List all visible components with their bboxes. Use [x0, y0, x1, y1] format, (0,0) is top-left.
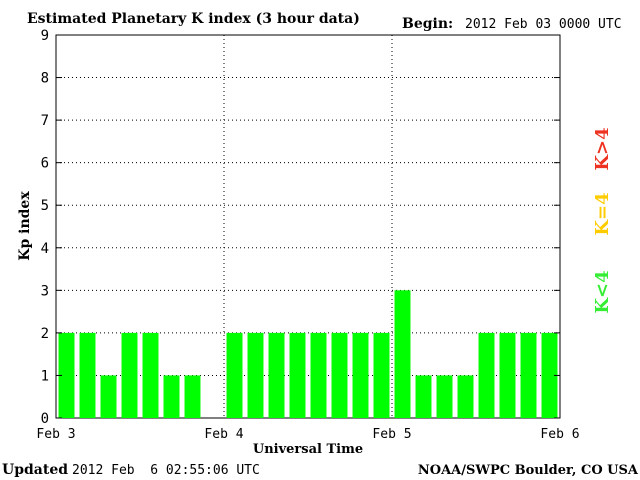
- legend-k-below-4: K<4: [592, 270, 613, 313]
- kp-bar: [184, 375, 201, 418]
- y-tick-label: 4: [41, 241, 49, 257]
- x-axis-label: Universal Time: [253, 442, 363, 457]
- x-tick-label: Feb 5: [372, 427, 411, 442]
- kp-bar: [499, 332, 516, 418]
- kp-bar: [289, 332, 306, 418]
- y-tick-label: 9: [41, 28, 49, 44]
- y-ticks: 0 1 2 3 4 5 6 7 8 9: [41, 28, 560, 427]
- x-ticks: Feb 3 Feb 4 Feb 5 Feb 6: [36, 427, 579, 442]
- updated-label: Updated: [2, 462, 68, 478]
- kp-bar: [541, 332, 558, 418]
- kp-bar: [331, 332, 348, 418]
- grid-lines: [56, 35, 560, 418]
- x-tick-label: Feb 6: [540, 427, 579, 442]
- kp-bar: [247, 332, 264, 418]
- kp-bar: [415, 375, 432, 418]
- y-tick-label: 8: [41, 71, 49, 87]
- kp-bar: [310, 332, 327, 418]
- begin-label: Begin:: [402, 16, 453, 32]
- kp-bar: [142, 332, 159, 418]
- y-tick-label: 3: [41, 283, 49, 299]
- kp-bar: [352, 332, 369, 418]
- kp-bar: [100, 375, 117, 418]
- kp-bar: [121, 332, 138, 418]
- kp-bar: [268, 332, 285, 418]
- kp-bar: [79, 332, 96, 418]
- begin-value: 2012 Feb 03 0000 UTC: [465, 17, 622, 32]
- updated-value: 2012 Feb 6 02:55:06 UTC: [72, 463, 260, 478]
- y-tick-label: 0: [41, 411, 49, 427]
- bars-group: [58, 290, 558, 418]
- y-axis-label: Kp index: [17, 191, 33, 261]
- kp-bar: [478, 332, 495, 418]
- y-tick-label: 6: [41, 156, 49, 172]
- kp-bar: [226, 332, 243, 418]
- chart-title: Estimated Planetary K index (3 hour data…: [27, 11, 360, 27]
- kp-bar: [520, 332, 537, 418]
- x-tick-label: Feb 3: [36, 427, 75, 442]
- legend-k-equal-4: K=4: [592, 192, 613, 235]
- kp-bar: [163, 375, 180, 418]
- kp-bar: [436, 375, 453, 418]
- y-tick-label: 1: [41, 368, 49, 384]
- legend-k-above-4: K>4: [592, 127, 613, 170]
- plot-frame: [55, 34, 561, 419]
- source-credit: NOAA/SWPC Boulder, CO USA: [418, 463, 639, 478]
- kp-bar: [58, 332, 75, 418]
- y-tick-label: 5: [41, 198, 49, 214]
- x-tick-label: Feb 4: [204, 427, 243, 442]
- kp-bar: [457, 375, 474, 418]
- y-tick-label: 2: [41, 326, 49, 342]
- kp-bar: [373, 332, 390, 418]
- kp-bar: [394, 290, 411, 418]
- y-tick-label: 7: [41, 113, 49, 129]
